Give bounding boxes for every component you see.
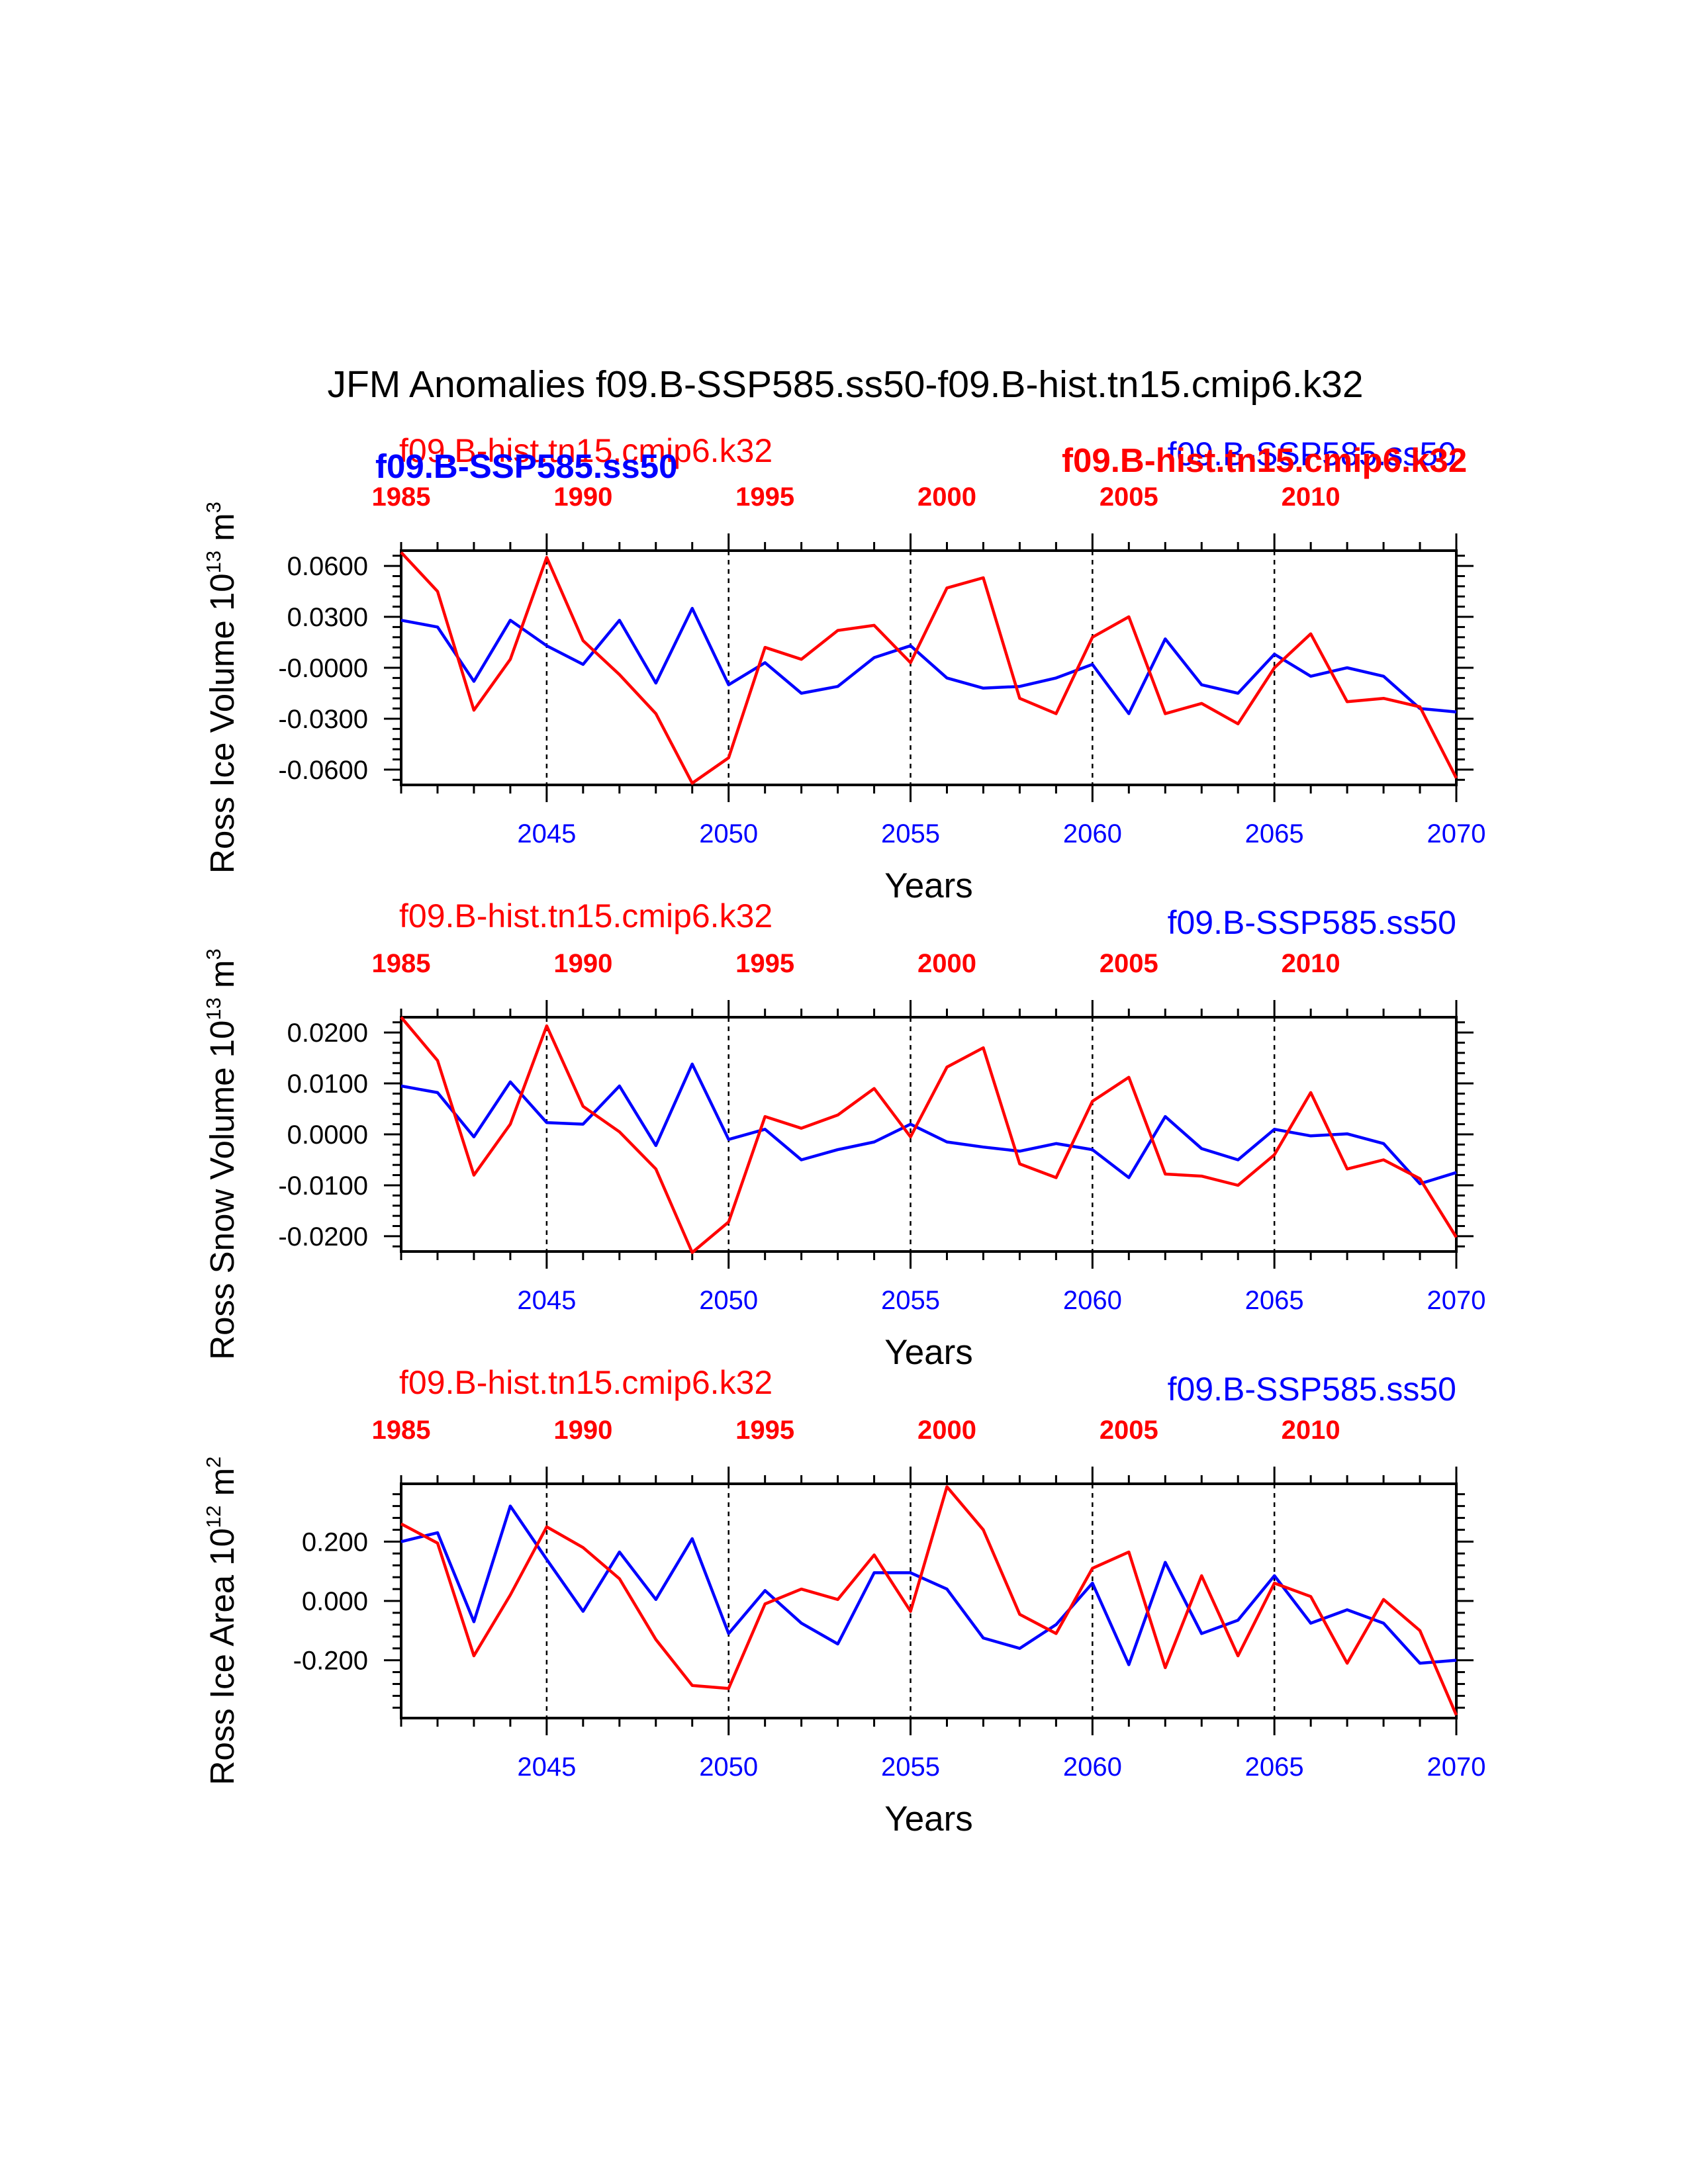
y-axis-label: Ross Ice Volume 1013 m3	[202, 502, 241, 874]
series-line-hist	[400, 1485, 1458, 1716]
y-tick-label: 0.0100	[287, 1069, 368, 1099]
x-top-tick-label: 1995	[735, 949, 794, 978]
x-top-tick-label: 2010	[1282, 1416, 1340, 1445]
figure-title: JFM Anomalies f09.B-SSP585.ss50-f09.B-hi…	[327, 363, 1363, 406]
series-line-hist	[400, 1016, 1458, 1254]
x-tick-label: 2060	[1063, 819, 1122, 848]
y-tick-label: -0.0100	[278, 1171, 368, 1201]
y-tick-label: 0.0200	[287, 1019, 368, 1048]
x-tick-label: 2060	[1063, 1286, 1122, 1315]
series-line-hist	[400, 551, 1458, 785]
x-top-tick-label: 1995	[735, 1416, 794, 1445]
series-line-ssp	[400, 1504, 1457, 1666]
x-tick-label: 2070	[1427, 1752, 1486, 1782]
x-tick-label: 2050	[699, 1286, 758, 1315]
x-tick-label: 2045	[517, 819, 576, 848]
x-top-tick-label: 1990	[553, 949, 612, 978]
x-axis-label: Years	[884, 1333, 973, 1372]
y-tick-label: 0.0300	[287, 603, 368, 632]
ssp-label-bold: f09.B-SSP585.ss50	[375, 447, 677, 485]
hist-label-bold: f09.B-hist.tn15.cmip6.k32	[1062, 441, 1467, 479]
y-tick-label: -0.0600	[278, 756, 368, 785]
x-tick-label: 2065	[1245, 819, 1304, 848]
x-top-tick-label: 2010	[1282, 949, 1340, 978]
y-tick-label: 0.0600	[287, 552, 368, 581]
y-tick-label: -0.0000	[278, 654, 368, 683]
hist-label-panel3: f09.B-hist.tn15.cmip6.k32	[399, 1364, 773, 1401]
x-top-tick-label: 2005	[1100, 1416, 1158, 1445]
chart-panel-2: 2045 2050 2055 2060 2065 2070 1985 1990 1995 2000…	[202, 948, 1485, 1372]
x-axis-label: Years	[884, 1799, 973, 1839]
x-tick-label: 2060	[1063, 1752, 1122, 1782]
ssp-label-small: f09.B-SSP585.ss50	[1168, 435, 1456, 473]
x-tick-label: 2050	[699, 819, 758, 848]
x-tick-label: 2070	[1427, 819, 1486, 848]
x-top-tick-label: 2000	[917, 949, 976, 978]
plot-frame	[400, 1482, 1458, 1719]
x-top-tick-label: 2005	[1100, 482, 1158, 512]
y-tick-label: 0.200	[302, 1527, 368, 1557]
x-top-tick-label: 2005	[1100, 949, 1158, 978]
y-tick-label: -0.200	[293, 1647, 368, 1676]
x-top-tick-label: 2000	[917, 482, 976, 512]
x-top-tick-label: 1995	[735, 482, 794, 512]
x-top-tick-label: 1990	[553, 482, 612, 512]
series-line-ssp	[400, 606, 1457, 715]
ssp-label-panel2: f09.B-SSP585.ss50	[1168, 904, 1456, 941]
y-tick-label: 0.0000	[287, 1120, 368, 1150]
x-tick-label: 2055	[881, 819, 940, 848]
y-axis-label: Ross Ice Area 1012 m2	[202, 1457, 241, 1786]
x-tick-label: 2055	[881, 1752, 940, 1782]
x-top-tick-label: 1985	[372, 482, 431, 512]
x-tick-label: 2070	[1427, 1286, 1486, 1315]
x-tick-label: 2045	[517, 1752, 576, 1782]
x-axis-label: Years	[884, 866, 973, 905]
x-top-tick-label: 2000	[917, 1416, 976, 1445]
x-tick-label: 2065	[1245, 1752, 1304, 1782]
x-tick-label: 2045	[517, 1286, 576, 1315]
hist-label-small: f09.B-hist.tn15.cmip6.k32	[399, 432, 773, 469]
x-top-tick-label: 1990	[553, 1416, 612, 1445]
x-tick-label: 2065	[1245, 1286, 1304, 1315]
y-axis-label: Ross Snow Volume 1013 m3	[202, 948, 241, 1360]
ssp-label-panel3: f09.B-SSP585.ss50	[1168, 1371, 1456, 1408]
x-top-tick-label: 1985	[372, 949, 431, 978]
chart-panel-1: 2045 2050 2055 2060 2065 2070 1985 1990 1995 2000…	[202, 482, 1485, 905]
y-tick-label: -0.0300	[278, 705, 368, 734]
chart-panel-3: 2045 2050 2055 2060 2065 2070 1985 1990 1995 2000…	[202, 1416, 1485, 1839]
y-tick-label: -0.0200	[278, 1222, 368, 1251]
x-top-tick-label: 1985	[372, 1416, 431, 1445]
x-top-tick-label: 2010	[1282, 482, 1340, 512]
hist-label-panel2: f09.B-hist.tn15.cmip6.k32	[399, 897, 773, 934]
x-tick-label: 2050	[699, 1752, 758, 1782]
y-tick-label: 0.000	[302, 1587, 368, 1616]
series-line-ssp	[400, 1062, 1457, 1185]
x-tick-label: 2055	[881, 1286, 940, 1315]
